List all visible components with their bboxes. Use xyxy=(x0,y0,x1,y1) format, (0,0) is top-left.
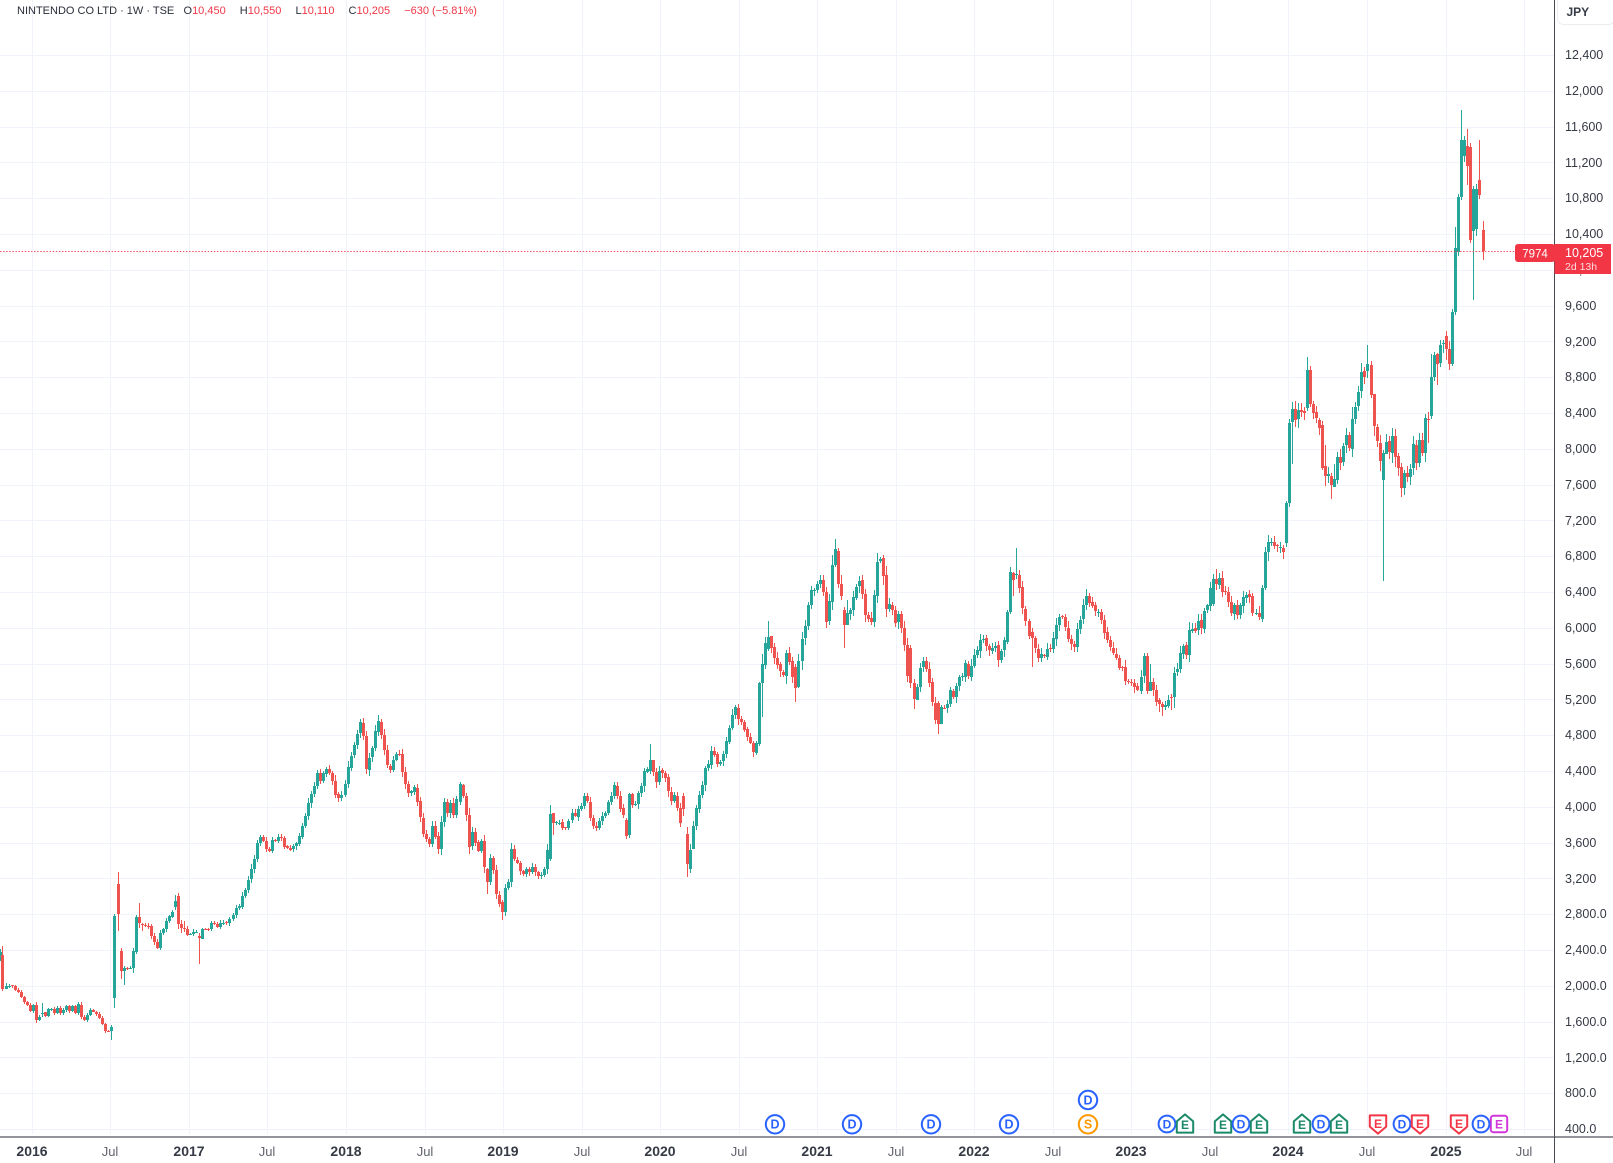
svg-text:NINTENDO CO LTD · 1W · TSE: NINTENDO CO LTD · 1W · TSE xyxy=(17,5,174,17)
svg-text:2022: 2022 xyxy=(958,1143,989,1159)
svg-text:D: D xyxy=(1004,1118,1013,1132)
svg-text:11,200: 11,200 xyxy=(1565,156,1602,170)
svg-text:D: D xyxy=(926,1118,935,1132)
svg-text:5,200: 5,200 xyxy=(1565,693,1596,707)
svg-text:2016: 2016 xyxy=(16,1143,47,1159)
svg-text:4,000: 4,000 xyxy=(1565,800,1596,814)
svg-text:6,000: 6,000 xyxy=(1565,621,1596,635)
svg-text:2023: 2023 xyxy=(1115,1143,1146,1159)
svg-text:D: D xyxy=(1163,1117,1172,1131)
svg-text:6,800: 6,800 xyxy=(1565,549,1596,563)
svg-text:D: D xyxy=(847,1118,856,1132)
svg-text:D: D xyxy=(1237,1117,1246,1131)
svg-text:8,400: 8,400 xyxy=(1565,406,1596,420)
svg-text:5,600: 5,600 xyxy=(1565,657,1596,671)
svg-text:Jul: Jul xyxy=(1359,1144,1376,1159)
svg-text:10,800: 10,800 xyxy=(1565,191,1603,205)
svg-text:400.0: 400.0 xyxy=(1565,1122,1596,1136)
svg-text:D: D xyxy=(1398,1117,1407,1131)
svg-text:3,600: 3,600 xyxy=(1565,836,1596,850)
svg-text:7,200: 7,200 xyxy=(1565,514,1596,528)
svg-text:2025: 2025 xyxy=(1430,1143,1461,1159)
svg-text:2021: 2021 xyxy=(801,1143,832,1159)
svg-text:11,600: 11,600 xyxy=(1565,120,1602,134)
svg-text:Jul: Jul xyxy=(259,1144,276,1159)
svg-text:H10,550: H10,550 xyxy=(240,5,282,17)
svg-text:E: E xyxy=(1455,1117,1463,1131)
svg-text:4,400: 4,400 xyxy=(1565,764,1596,778)
svg-text:E: E xyxy=(1219,1118,1227,1132)
svg-text:L10,110: L10,110 xyxy=(296,5,335,17)
svg-text:9,600: 9,600 xyxy=(1565,299,1596,313)
svg-text:JPY: JPY xyxy=(1567,5,1590,19)
svg-text:2d 13h: 2d 13h xyxy=(1565,261,1597,273)
svg-text:D: D xyxy=(1083,1093,1092,1107)
svg-text:8,800: 8,800 xyxy=(1565,370,1596,384)
svg-text:1,600.0: 1,600.0 xyxy=(1565,1015,1607,1029)
svg-text:1,200.0: 1,200.0 xyxy=(1565,1051,1607,1065)
svg-text:3,200: 3,200 xyxy=(1565,872,1596,886)
svg-text:4,800: 4,800 xyxy=(1565,728,1596,742)
svg-text:7,600: 7,600 xyxy=(1565,478,1596,492)
svg-text:2,400.0: 2,400.0 xyxy=(1565,943,1607,957)
svg-text:S: S xyxy=(1084,1118,1092,1132)
svg-text:2020: 2020 xyxy=(644,1143,675,1159)
svg-text:Jul: Jul xyxy=(417,1144,434,1159)
svg-text:10,400: 10,400 xyxy=(1565,227,1603,241)
svg-text:2,800.0: 2,800.0 xyxy=(1565,907,1607,921)
svg-text:D: D xyxy=(770,1118,779,1132)
svg-text:E: E xyxy=(1495,1117,1503,1131)
svg-text:7974: 7974 xyxy=(1522,249,1548,261)
svg-text:Jul: Jul xyxy=(102,1144,119,1159)
svg-text:10,205: 10,205 xyxy=(1565,246,1603,260)
svg-text:Jul: Jul xyxy=(731,1144,748,1159)
svg-text:2024: 2024 xyxy=(1272,1143,1303,1159)
svg-text:−630 (−5.81%): −630 (−5.81%) xyxy=(404,5,477,17)
svg-text:E: E xyxy=(1181,1118,1189,1132)
svg-text:800.0: 800.0 xyxy=(1565,1086,1596,1100)
svg-text:2018: 2018 xyxy=(330,1143,361,1159)
svg-text:2019: 2019 xyxy=(487,1143,518,1159)
svg-text:12,400: 12,400 xyxy=(1565,48,1603,62)
svg-text:Jul: Jul xyxy=(1516,1144,1533,1159)
svg-text:E: E xyxy=(1255,1118,1263,1132)
svg-text:12,000: 12,000 xyxy=(1565,84,1603,98)
svg-text:9,200: 9,200 xyxy=(1565,335,1596,349)
svg-text:D: D xyxy=(1317,1117,1326,1131)
svg-text:Jul: Jul xyxy=(1202,1144,1219,1159)
svg-text:O10,450: O10,450 xyxy=(184,5,226,17)
svg-text:6,400: 6,400 xyxy=(1565,585,1596,599)
svg-text:2,000.0: 2,000.0 xyxy=(1565,979,1607,993)
svg-text:8,000: 8,000 xyxy=(1565,442,1596,456)
svg-text:E: E xyxy=(1416,1117,1424,1131)
svg-text:E: E xyxy=(1335,1118,1343,1132)
svg-text:E: E xyxy=(1374,1117,1382,1131)
svg-text:Jul: Jul xyxy=(888,1144,905,1159)
svg-text:C10,205: C10,205 xyxy=(349,5,391,17)
svg-text:D: D xyxy=(1477,1117,1486,1131)
svg-text:E: E xyxy=(1298,1118,1306,1132)
svg-text:Jul: Jul xyxy=(574,1144,591,1159)
svg-text:Jul: Jul xyxy=(1045,1144,1062,1159)
svg-text:2017: 2017 xyxy=(173,1143,204,1159)
